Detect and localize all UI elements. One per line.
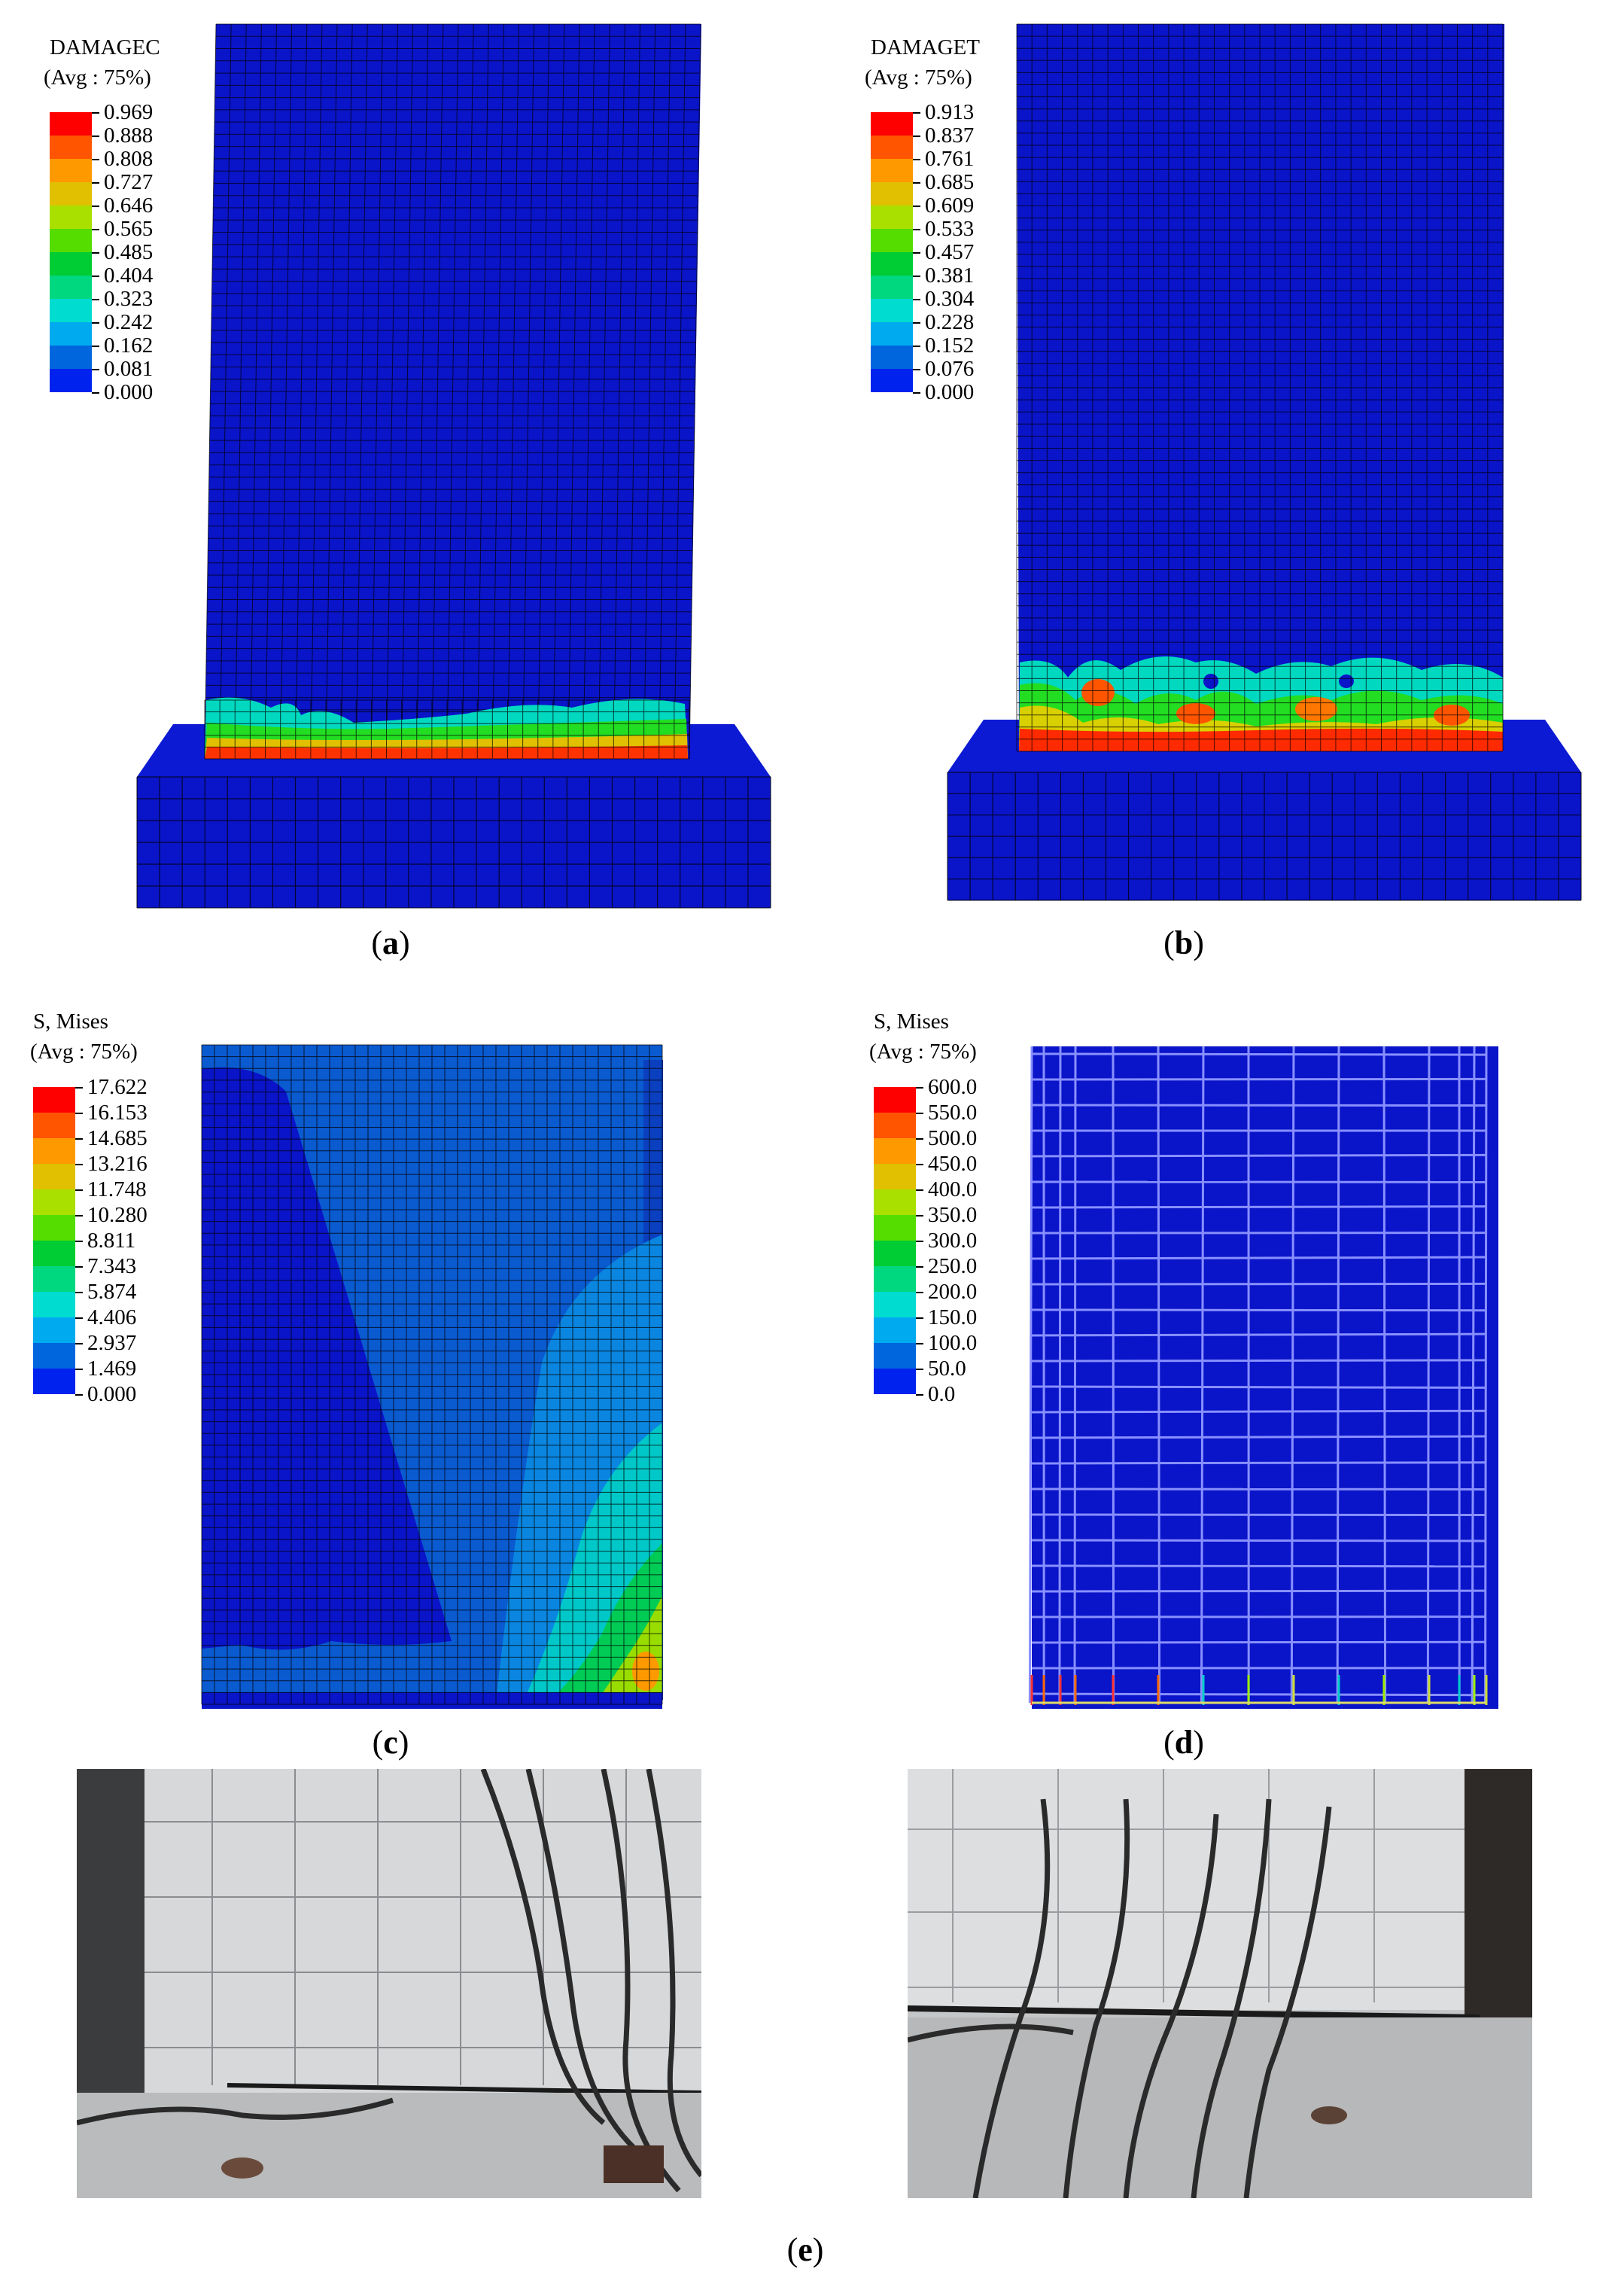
- caption-d: (d): [1139, 1724, 1229, 1762]
- caption-b: (b): [1139, 924, 1229, 962]
- panel-c: S, Mises (Avg : 75%) 17.622 16.153 14.685 1…: [0, 971, 804, 1762]
- damagec-model: [0, 0, 804, 926]
- caption-e: (e): [760, 2231, 850, 2269]
- caption-a: (a): [345, 924, 436, 962]
- panel-e: (e): [0, 1762, 1609, 2296]
- damaget-model: [804, 0, 1609, 926]
- mises-concrete-model: [0, 971, 804, 1724]
- panel-d: S, Mises (Avg : 75%) 600.0 550.0 500.0 450.…: [804, 971, 1609, 1762]
- test-photo-right: [908, 1769, 1532, 2198]
- panel-a: DAMAGEC (Avg : 75%) 0.969 0.888 0.808 0.727…: [0, 0, 804, 971]
- caption-c: (c): [345, 1724, 436, 1762]
- test-photo-left: [77, 1769, 701, 2198]
- mises-rebar-model: [804, 971, 1609, 1724]
- panel-b: DAMAGET (Avg : 75%) 0.913 0.837 0.761 0.685…: [804, 0, 1609, 971]
